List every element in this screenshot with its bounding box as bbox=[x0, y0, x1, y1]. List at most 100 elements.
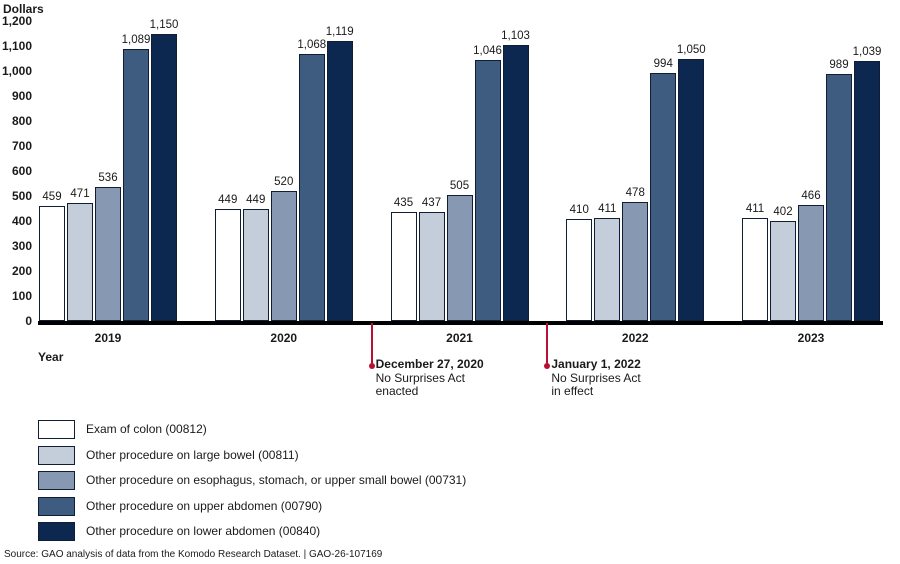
y-tick-label: 100 bbox=[11, 289, 32, 303]
legend-item-0: Exam of colon (00812) bbox=[38, 420, 738, 440]
y-tick-label: 500 bbox=[11, 189, 32, 203]
bar-value-label: 459 bbox=[42, 191, 62, 204]
annotation-text-0: December 27, 2020 No Surprises Act enacted bbox=[375, 357, 526, 399]
legend-swatch bbox=[38, 471, 75, 490]
bar-2022-series-1 bbox=[594, 218, 621, 321]
x-category-label: 2020 bbox=[270, 331, 298, 345]
y-tick-label: 400 bbox=[11, 214, 32, 228]
x-category-label: 2022 bbox=[621, 331, 649, 345]
y-tick-label: 1,000 bbox=[1, 64, 32, 78]
legend-label: Other procedure on lower abdomen (00840) bbox=[86, 524, 321, 538]
x-category-label: 2021 bbox=[446, 331, 473, 345]
bar-2023-series-2 bbox=[798, 204, 824, 321]
bar-value-label: 1,039 bbox=[852, 46, 882, 59]
bar-value-label: 505 bbox=[449, 179, 470, 192]
bar-value-label: 989 bbox=[829, 58, 849, 71]
bar-2021-series-0 bbox=[390, 212, 417, 321]
y-tick-label: 900 bbox=[11, 89, 32, 103]
bar-2022-series-3 bbox=[650, 72, 677, 321]
bar-2021-series-4 bbox=[502, 45, 529, 321]
bar-value-label: 466 bbox=[801, 189, 821, 202]
bar-value-label: 1,068 bbox=[297, 39, 327, 51]
annotation-date: January 1, 2022 bbox=[551, 357, 641, 371]
bar-value-label: 410 bbox=[569, 203, 589, 216]
bar-2019-series-4 bbox=[151, 33, 177, 321]
legend-swatch bbox=[38, 522, 75, 541]
bar-value-label: 471 bbox=[70, 188, 90, 201]
y-tick-label: 300 bbox=[11, 239, 32, 253]
bar-value-label: 411 bbox=[598, 203, 617, 216]
annotation-text-1: January 1, 2022 No Surprises Act in effect bbox=[551, 357, 701, 399]
bar-2023-series-0 bbox=[742, 218, 768, 321]
bar-2020-series-2 bbox=[270, 191, 297, 321]
bar-value-label: 1,150 bbox=[149, 18, 179, 31]
legend-swatch bbox=[38, 496, 75, 516]
bar-value-label: 1,089 bbox=[121, 33, 151, 46]
bar-value-label: 437 bbox=[421, 196, 442, 209]
bar-value-label: 449 bbox=[246, 193, 266, 206]
bar-2021-series-1 bbox=[418, 211, 445, 321]
bar-2020-series-3 bbox=[298, 54, 325, 321]
x-category-label: 2019 bbox=[94, 331, 122, 345]
bar-value-label: 478 bbox=[625, 186, 645, 199]
x-category-label: 2023 bbox=[797, 331, 825, 345]
legend-label: Exam of colon (00812) bbox=[86, 422, 207, 436]
annotation-line bbox=[546, 323, 549, 366]
legend-label: Other procedure on esophagus, stomach, o… bbox=[86, 473, 467, 487]
bar-value-label: 520 bbox=[274, 176, 294, 188]
annotation-dot bbox=[544, 363, 551, 369]
y-tick-label: 200 bbox=[11, 264, 32, 278]
bar-2023-series-4 bbox=[854, 61, 880, 321]
y-tick-label: 600 bbox=[11, 164, 32, 178]
bar-value-label: 449 bbox=[218, 193, 238, 206]
bar-value-label: 1,050 bbox=[676, 43, 706, 56]
bar-value-label: 1,119 bbox=[325, 26, 354, 39]
bar-2022-series-2 bbox=[622, 201, 649, 321]
y-tick-label: 800 bbox=[11, 114, 32, 128]
y-tick-label: 1,200 bbox=[1, 14, 32, 28]
legend-item-4: Other procedure on lower abdomen (00840) bbox=[38, 522, 738, 542]
legend-label: Other procedure on upper abdomen (00790) bbox=[86, 498, 323, 513]
legend-swatch bbox=[38, 420, 75, 439]
legend-swatch bbox=[38, 445, 75, 465]
bar-2022-series-0 bbox=[566, 218, 593, 321]
bar-2021-series-3 bbox=[474, 59, 501, 321]
bar-value-label: 536 bbox=[98, 172, 118, 184]
legend-item-2: Other procedure on esophagus, stomach, o… bbox=[38, 471, 738, 491]
bar-value-label: 435 bbox=[393, 197, 414, 210]
bar-2022-series-4 bbox=[678, 58, 705, 321]
x-axis-title: Year bbox=[38, 350, 64, 364]
bar-value-label: 1,046 bbox=[473, 44, 502, 57]
legend-label: Other procedure on large bowel (00811) bbox=[86, 447, 299, 462]
source-note: Source: GAO analysis of data from the Ko… bbox=[4, 549, 383, 560]
annotation-dot bbox=[368, 363, 375, 369]
annotation-line bbox=[370, 323, 373, 366]
legend-item-1: Other procedure on large bowel (00811) bbox=[38, 445, 738, 466]
y-axis-title: Dollars bbox=[3, 2, 44, 16]
y-tick-label: 0 bbox=[25, 314, 32, 328]
bar-value-label: 1,103 bbox=[501, 30, 530, 43]
y-tick-label: 1,100 bbox=[1, 39, 32, 53]
bar-value-label: 411 bbox=[745, 203, 765, 216]
bar-2020-series-1 bbox=[242, 208, 269, 321]
legend-item-3: Other procedure on upper abdomen (00790) bbox=[38, 496, 738, 517]
bar-2021-series-2 bbox=[446, 194, 473, 321]
annotation-line-text: No Surprises Act bbox=[375, 370, 465, 385]
annotation-line-text: in effect bbox=[551, 384, 594, 398]
bar-2023-series-3 bbox=[826, 73, 852, 321]
bar-2019-series-1 bbox=[67, 203, 93, 321]
bar-2020-series-0 bbox=[214, 208, 241, 321]
bar-2019-series-3 bbox=[123, 48, 149, 321]
annotation-date: December 27, 2020 bbox=[375, 357, 484, 371]
y-tick-label: 700 bbox=[11, 139, 32, 153]
bar-value-label: 402 bbox=[773, 205, 793, 218]
bar-value-label: 994 bbox=[653, 57, 673, 70]
bar-2023-series-1 bbox=[770, 220, 796, 321]
bar-2020-series-4 bbox=[326, 41, 353, 321]
annotation-line-text: No Surprises Act bbox=[551, 370, 641, 385]
bar-2019-series-2 bbox=[95, 187, 121, 321]
annotation-line-text: enacted bbox=[375, 384, 419, 398]
x-axis-line bbox=[38, 321, 883, 325]
bar-2019-series-0 bbox=[39, 206, 65, 321]
